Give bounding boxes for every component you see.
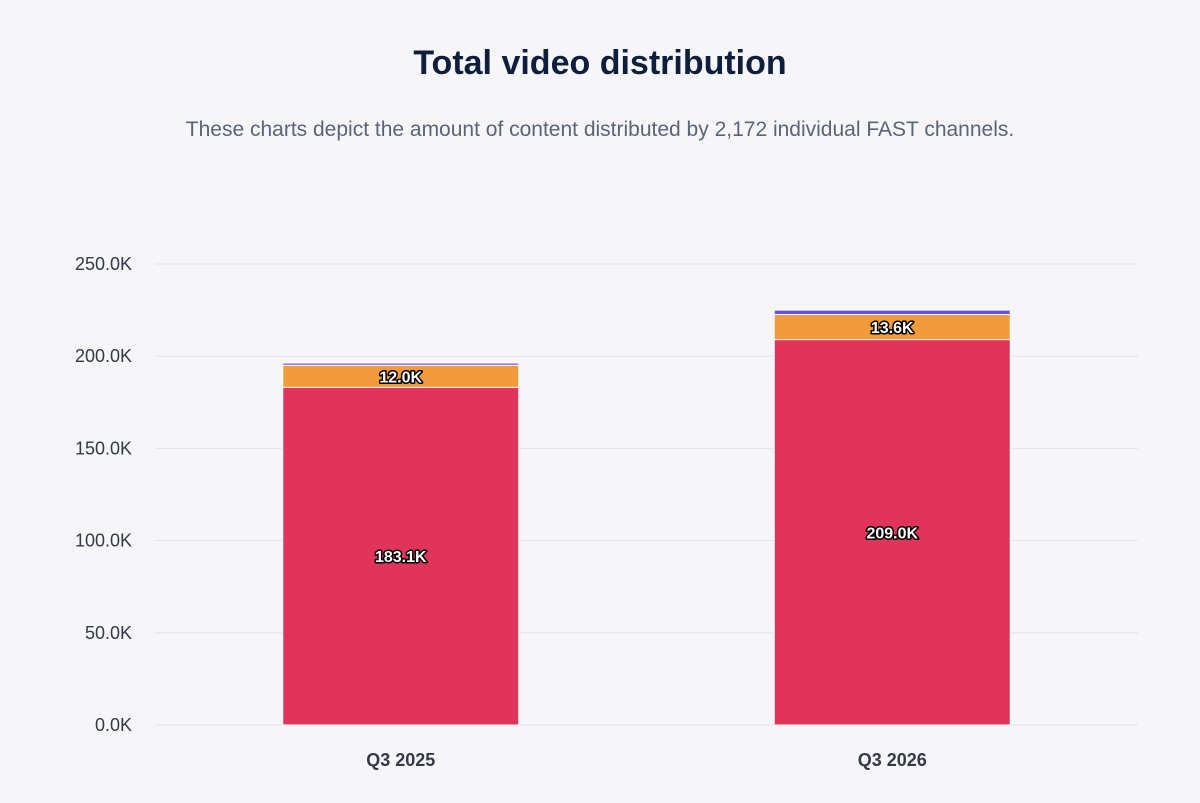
bar-segment	[282, 362, 520, 366]
y-tick-label: 50.0K	[85, 623, 132, 643]
data-label: 12.0K	[379, 369, 422, 386]
data-label: 209.0K	[866, 525, 918, 542]
y-tick-label: 200.0K	[75, 346, 132, 366]
chart-title: Total video distribution	[413, 44, 787, 82]
x-tick-label: Q3 2025	[366, 750, 435, 770]
y-tick-label: 150.0K	[75, 438, 132, 458]
bar-segment	[773, 339, 1011, 726]
bar-segment	[282, 386, 520, 726]
data-label: 13.6K	[871, 320, 914, 337]
data-label: 183.1K	[375, 549, 427, 566]
y-tick-label: 100.0K	[75, 531, 132, 551]
y-tick-label: 250.0K	[75, 254, 132, 274]
y-tick-label: 0.0K	[95, 715, 132, 735]
chart-subtitle: These charts depict the amount of conten…	[185, 118, 1015, 141]
bar-segment	[773, 309, 1011, 316]
x-tick-label: Q3 2026	[858, 750, 927, 770]
